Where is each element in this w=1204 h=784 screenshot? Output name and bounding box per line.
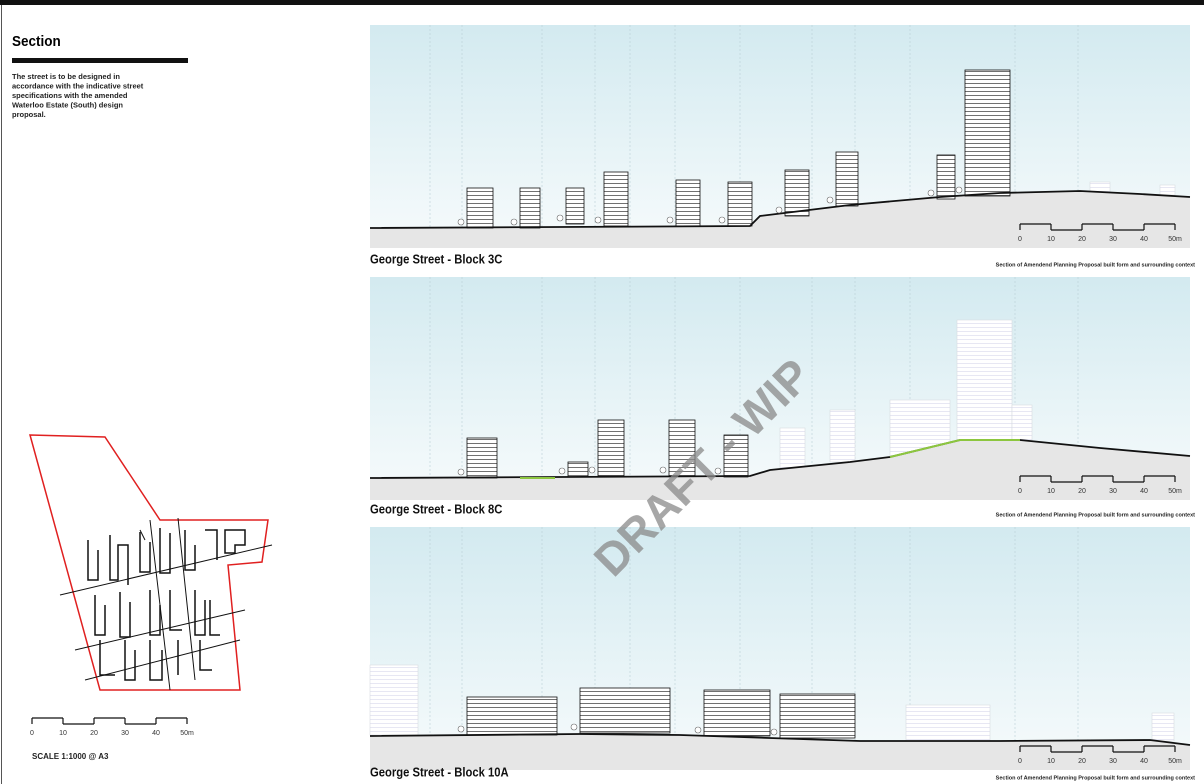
scale-label: 10 [1047,758,1055,765]
scale-label: 50m [1168,758,1182,765]
building [937,155,955,199]
scale-label: 30 [121,730,129,737]
building [785,170,809,216]
panel-title: George Street - Block 10A [370,765,509,780]
description-line: proposal. [12,110,46,119]
context-building [1160,185,1175,195]
scale-label: 0 [1018,488,1022,495]
tree [571,724,577,730]
scale-label: 0 [1018,236,1022,243]
building [566,188,584,224]
context-building [830,410,855,462]
tree [511,219,517,225]
scale-label: 50m [1168,236,1182,243]
building [604,172,628,226]
building [780,694,855,738]
scale-label: 50m [1168,488,1182,495]
tree [559,468,565,474]
site-boundary [30,435,268,690]
description-line: Waterloo Estate (South) design [12,100,123,109]
scale-label: 20 [1078,758,1086,765]
scale-label: 40 [1140,758,1148,765]
scale-label: 10 [1047,236,1055,243]
building [704,690,770,736]
building [598,420,624,476]
context-building [1012,405,1032,441]
building [580,688,670,733]
tree [589,467,595,473]
context-building [370,665,418,735]
context-building [906,705,990,741]
top-bar [0,0,1204,5]
scale-label: 40 [1140,488,1148,495]
scale-label: 10 [1047,488,1055,495]
building [520,188,540,228]
description-line: The street is to be designed in [12,72,120,81]
tree [827,197,833,203]
tree [956,187,962,193]
scale-label: 40 [152,730,160,737]
tree [667,217,673,223]
scale-label: 50m [180,730,194,737]
context-building [957,320,1012,442]
tree [695,727,701,733]
scale-label: 20 [1078,236,1086,243]
scale-label: 20 [1078,488,1086,495]
panel-caption: Section of Amendend Planning Proposal bu… [996,512,1195,518]
panel-title: George Street - Block 3C [370,252,503,267]
context-building [1090,182,1110,192]
tree [719,217,725,223]
scale-label: 10 [59,730,67,737]
page: Section The street is to be designed ina… [0,0,1204,784]
title-rule [12,58,188,63]
building [836,152,858,206]
building [467,438,497,478]
scale-label: 30 [1109,758,1117,765]
building [568,462,588,477]
scale-label: 30 [1109,488,1117,495]
description-line: accordance with the indicative street [12,81,144,90]
building [728,182,752,226]
building [965,70,1010,196]
scale-label: 40 [1140,236,1148,243]
scale-bar [32,718,187,724]
tree [928,190,934,196]
panel-caption: Section of Amendend Planning Proposal bu… [996,262,1195,268]
panel-caption: Section of Amendend Planning Proposal bu… [996,775,1195,781]
description-line: specifications with the amended [12,91,128,100]
scale-label: 0 [30,730,34,737]
panel-title: George Street - Block 8C [370,502,503,517]
scale-label: 20 [90,730,98,737]
building [467,188,493,228]
tree [458,219,464,225]
scale-label: 0 [1018,758,1022,765]
tree [458,469,464,475]
tree [771,729,777,735]
scale-label: 30 [1109,236,1117,243]
tree [595,217,601,223]
building [467,697,557,735]
section-title: Section [12,33,61,50]
context-building [1152,713,1174,741]
tree [557,215,563,221]
tree [776,207,782,213]
context-building [780,428,805,468]
building [676,180,700,226]
site-streets [60,518,272,690]
tree [458,726,464,732]
scale-note: SCALE 1:1000 @ A3 [32,752,109,761]
